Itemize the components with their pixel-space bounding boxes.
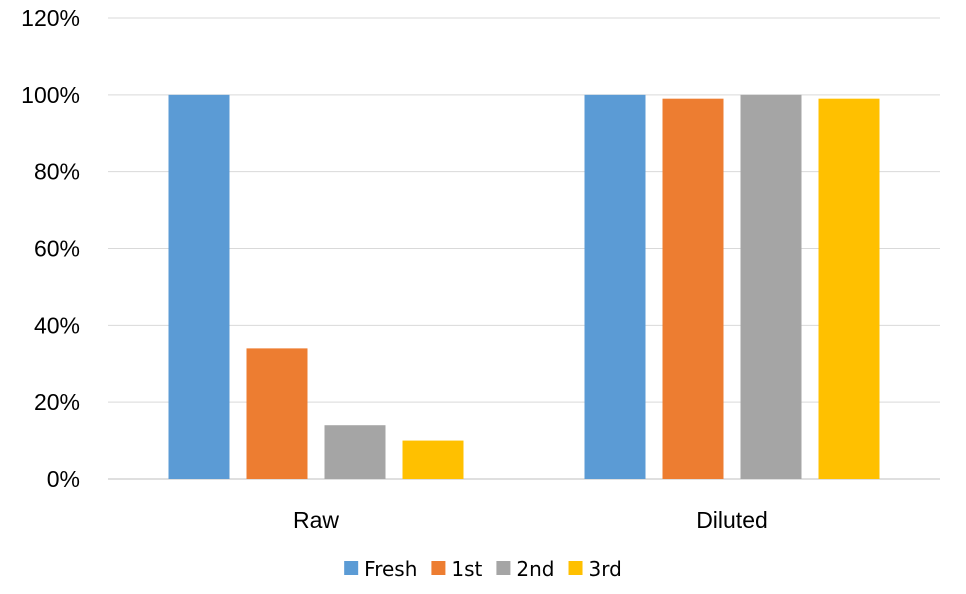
y-tick-label: 60% [34, 236, 80, 262]
legend-label: 3rd [589, 557, 622, 581]
bars [168, 94, 880, 480]
bar-2nd-diluted [740, 94, 802, 479]
bar-fresh-raw [168, 94, 230, 479]
y-tick-label: 120% [21, 5, 80, 31]
gridlines [108, 17, 940, 480]
legend-swatch-1st [431, 561, 446, 575]
x-category-label: Raw [293, 507, 339, 533]
legend-label: 1st [451, 557, 482, 581]
bar-fresh-diluted [584, 94, 646, 479]
x-category-label: Diluted [696, 507, 768, 533]
legend-label: Fresh [364, 557, 417, 581]
bar-3rd-raw [402, 440, 464, 479]
y-tick-label: 0% [47, 466, 80, 492]
bar-2nd-raw [324, 425, 386, 479]
legend-swatch-fresh [344, 561, 359, 575]
y-axis: 0% 20% 40% 60% 80% 100% 120% [21, 5, 80, 492]
legend-swatch-3rd [568, 561, 583, 575]
y-tick-label: 100% [21, 82, 80, 108]
y-tick-label: 20% [34, 389, 80, 415]
y-tick-label: 40% [34, 312, 80, 338]
bar-1st-diluted [662, 98, 724, 480]
bar-3rd-diluted [818, 98, 880, 480]
x-axis: Raw Diluted [293, 507, 768, 533]
y-tick-label: 80% [34, 159, 80, 185]
bar-1st-raw [246, 348, 308, 479]
legend: Fresh 1st 2nd 3rd [344, 557, 622, 581]
legend-label: 2nd [516, 557, 554, 581]
legend-swatch-2nd [496, 561, 511, 575]
